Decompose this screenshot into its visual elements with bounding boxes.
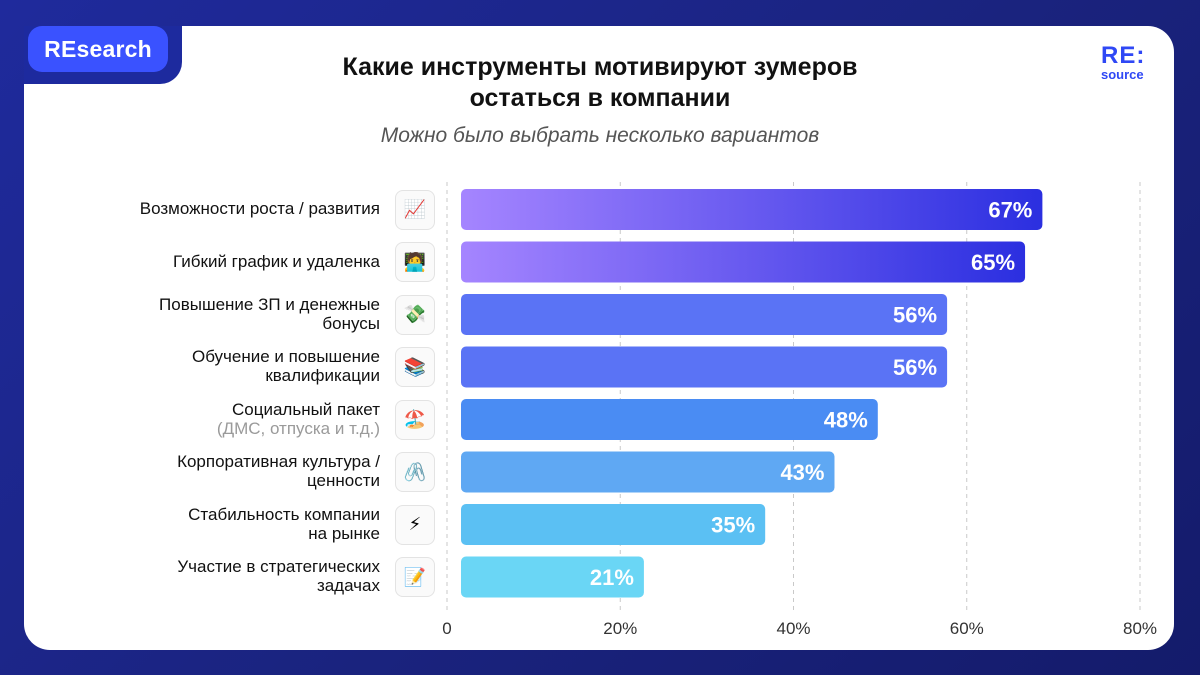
logo-line-1: RE: [1101,42,1146,69]
category-label: Гибкий график и удаленка [50,252,380,271]
beach-umbrella-icon: 🏖️ [395,399,435,440]
category-label: Социальный пакет (ДМС, отпуска и т.д.) [50,400,380,438]
category-label-line: Возможности роста / развития [139,199,380,218]
category-label-line: Корпоративная культура / [177,452,380,471]
category-label: Повышение ЗП и денежные бонусы [50,295,380,333]
category-label: Возможности роста / развития [50,199,380,218]
bar-value-label: 48% [824,408,868,433]
bar [461,399,878,440]
category-label-line: Участие в стратегических [177,557,380,576]
bar-value-label: 21% [590,565,634,590]
money-wings-icon: 💸 [395,294,435,335]
category-label-line: Стабильность компании [188,504,380,524]
x-tick-label: 40% [776,619,810,638]
logo-line-2: source [1101,67,1144,82]
chart-title-line-2: остаться в компании [469,84,731,112]
category-label-line: Гибкий график и удаленка [173,251,380,271]
category-label: Стабильность компании на рынке [50,505,380,543]
category-label: Обучение и повышение квалификации [50,347,380,385]
chart-title: Какие инструменты мотивируют зумеров ост… [200,52,1000,114]
chart-title-line-1: Какие инструменты мотивируют зумеров [342,53,858,81]
bar [461,241,1026,283]
bar-value-label: 43% [780,460,824,485]
bar [461,504,766,545]
bar-value-label: 67% [988,198,1032,223]
bar-value-label: 65% [971,250,1015,275]
x-tick-label: 0 [442,619,451,638]
books-icon: 📚 [395,347,435,387]
category-label: Корпоративная культура / ценности [50,452,380,490]
bar-value-label: 56% [893,303,937,328]
chart-card [24,26,1174,650]
resource-logo: RE: source [1101,44,1145,82]
lightning-icon: ⚡ [395,504,435,545]
category-label-line: Социальный пакет [232,399,380,419]
bar-value-label: 35% [711,513,755,538]
bar-value-label: 56% [893,355,937,380]
paperclips-icon: 🖇️ [395,452,435,492]
category-label: Участие в стратегических задачах [50,557,380,595]
chart-subtitle: Можно было выбрать несколько вариантов [380,124,820,147]
category-label-line: ценности [306,471,380,490]
chart-up-icon: 📈 [395,189,435,230]
category-label-line: на рынке [308,523,380,543]
category-label-line: квалификации [265,366,380,385]
research-badge: REsearch [28,26,168,72]
bar [461,189,1043,230]
bar [461,451,835,493]
memo-icon: 📝 [395,557,435,597]
category-label-line: Обучение и повышение [191,347,380,366]
category-note: (ДМС, отпуска и т.д.) [216,418,380,438]
category-label-line: задачах [316,576,380,595]
bar [461,346,948,388]
technologist-icon: 🧑‍💻 [395,242,435,282]
category-label-line: Повышение ЗП и денежные [159,294,380,314]
x-tick-label: 80% [1123,619,1157,638]
bar [461,556,644,598]
x-tick-label: 60% [950,619,984,638]
x-tick-label: 20% [603,619,637,638]
bar [461,294,948,335]
category-label-line: бонусы [322,313,380,333]
